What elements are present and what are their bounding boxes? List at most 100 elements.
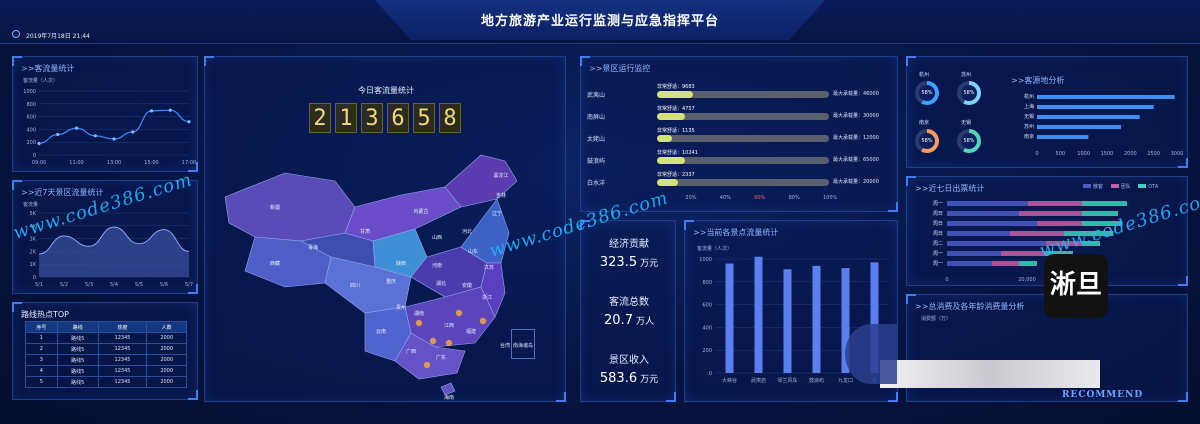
- route-table-wrap: 序号 路线 热度 人数 1 路线5 12345 2000 2 路线5 12345 2000 3 路线5 1…: [25, 321, 187, 388]
- scenic-max: 最大承载量：46000: [833, 91, 879, 97]
- province-label: 新疆: [270, 204, 280, 211]
- province-shape: [224, 172, 356, 242]
- bar-segment: [1082, 201, 1127, 206]
- gauge-value: 58%: [961, 133, 977, 149]
- province-label: 甘肃: [360, 228, 370, 235]
- gauge-ring: 58%: [957, 129, 981, 153]
- bar-segment: [947, 231, 1010, 236]
- province-shape: [440, 382, 456, 396]
- bar-segment: [947, 251, 1001, 256]
- panel-title: >>景区运行监控: [589, 64, 651, 73]
- x-tick-label: 5/5: [135, 282, 143, 288]
- legend-swatch: [1110, 184, 1119, 188]
- bar: [812, 265, 821, 373]
- y-tick-label: 0: [709, 371, 712, 377]
- scenic-max: 最大承载量：20000: [833, 179, 879, 185]
- panel-title: >>客流量统计: [21, 64, 75, 73]
- table-row[interactable]: 3 路线5 12345 2000: [25, 354, 187, 366]
- province-label: 重庆: [386, 278, 396, 285]
- capacity-bar-track: [657, 135, 829, 142]
- table-cell: 2000: [146, 332, 187, 344]
- x-tick-label: 13:00: [107, 160, 121, 166]
- scenic-status: 非常舒适：1135: [657, 128, 695, 134]
- scenic-name: 武夷山: [587, 92, 606, 99]
- table-cell: 12345: [97, 376, 148, 388]
- table-row[interactable]: 4 路线5 12345 2000: [25, 365, 187, 377]
- province-label: 山西: [432, 234, 442, 241]
- panel-title: >>近七日出票统计: [915, 184, 985, 193]
- scenic-status: 非常舒适：9683: [657, 84, 695, 90]
- province-label: 福建: [466, 328, 476, 335]
- recommend-text: RECOMMEND: [1062, 390, 1144, 400]
- legend-item: 团队: [1120, 184, 1131, 190]
- panel-title: >>客源地分析: [1011, 76, 1065, 85]
- province-label: 江西: [444, 322, 454, 329]
- table-row[interactable]: 5 路线5 12345 2000: [25, 376, 187, 388]
- bar: [841, 268, 850, 373]
- counter-digit: 2: [309, 103, 331, 133]
- scenic-status: 非常舒适：4757: [657, 106, 695, 112]
- bar-segment: [1010, 231, 1064, 236]
- bar-segment: [992, 261, 1019, 266]
- y-tick-label: 杭州: [1024, 93, 1034, 100]
- bar: [783, 269, 792, 373]
- x-tick-label: 15:00: [144, 160, 158, 166]
- y-tick-label: 200: [26, 140, 36, 146]
- scenic-panel: >>景区运行监控 武夷山 非常舒适：9683 最大承载量：46000 南屏山 非常舒适：…: [580, 56, 898, 212]
- counter-digit: 6: [387, 103, 409, 133]
- table-cell: 12345: [97, 365, 148, 377]
- bar-segment: [1046, 241, 1082, 246]
- y-tick-label: 周一: [933, 201, 943, 207]
- y-tick-label: 周一: [933, 251, 943, 257]
- table-header-row: 序号 路线 热度 人数: [25, 321, 187, 333]
- province-label: 青海: [308, 244, 318, 251]
- chart-unit: 消费额（万）: [921, 316, 952, 322]
- capacity-bar-fill: [657, 157, 685, 164]
- economy-label: 景区收入: [609, 355, 649, 366]
- south-sea-inset: 南海诸岛: [511, 329, 535, 359]
- decorative-shape: [845, 324, 897, 384]
- panel-title: 路线热点TOP: [21, 310, 70, 319]
- hotspot-marker: [445, 339, 453, 347]
- hotspot-marker: [479, 317, 487, 325]
- panel-title: >>当前各景点流量统计: [693, 228, 779, 237]
- bar: [1037, 95, 1175, 99]
- y-tick-label: 800: [702, 280, 712, 286]
- x-tick-label: 1500: [1101, 151, 1114, 157]
- capacity-bar-track: [657, 157, 829, 164]
- data-point: [56, 132, 60, 137]
- gauge-city: 南京: [919, 120, 930, 126]
- bar: [1037, 125, 1121, 129]
- economy-number: 583.6: [599, 371, 638, 386]
- gauge-ring: 58%: [957, 81, 981, 105]
- legend-item: OTA: [1148, 184, 1159, 190]
- province-label: 陕西: [396, 260, 406, 267]
- y-tick-label: 200: [702, 348, 712, 354]
- y-tick-label: 600: [26, 115, 36, 121]
- bar-segment: [1019, 211, 1082, 216]
- bar: [1037, 135, 1089, 139]
- hotspot-marker: [455, 309, 463, 317]
- economy-unit: 万元: [640, 259, 659, 269]
- scenic-status: 非常舒适：2337: [657, 172, 695, 178]
- bar: [754, 256, 763, 373]
- bar-segment: [947, 261, 992, 266]
- province-label: 台湾: [500, 342, 510, 349]
- scenic-max: 最大承载量：65000: [833, 157, 879, 163]
- datetime: 2019年7月18日 21:44: [26, 33, 90, 40]
- data-point: [112, 137, 116, 141]
- province-label: 河南: [432, 262, 442, 269]
- province-shape: [444, 154, 518, 208]
- bar-segment: [1028, 201, 1082, 206]
- province-label: 西藏: [270, 260, 280, 267]
- route-top-panel: 路线热点TOP 序号 路线 热度 人数 1 路线5 12345 2000 2 路线5 12345 2…: [12, 302, 198, 400]
- province-label: 海南: [444, 394, 454, 401]
- table-row[interactable]: 1 路线5 12345 2000: [25, 332, 187, 344]
- data-point: [187, 120, 191, 124]
- table-cell: 2: [25, 343, 58, 355]
- counter-digit: 1: [335, 103, 357, 133]
- y-tick-label: 周日: [933, 211, 943, 217]
- table-row[interactable]: 2 路线5 12345 2000: [25, 343, 187, 355]
